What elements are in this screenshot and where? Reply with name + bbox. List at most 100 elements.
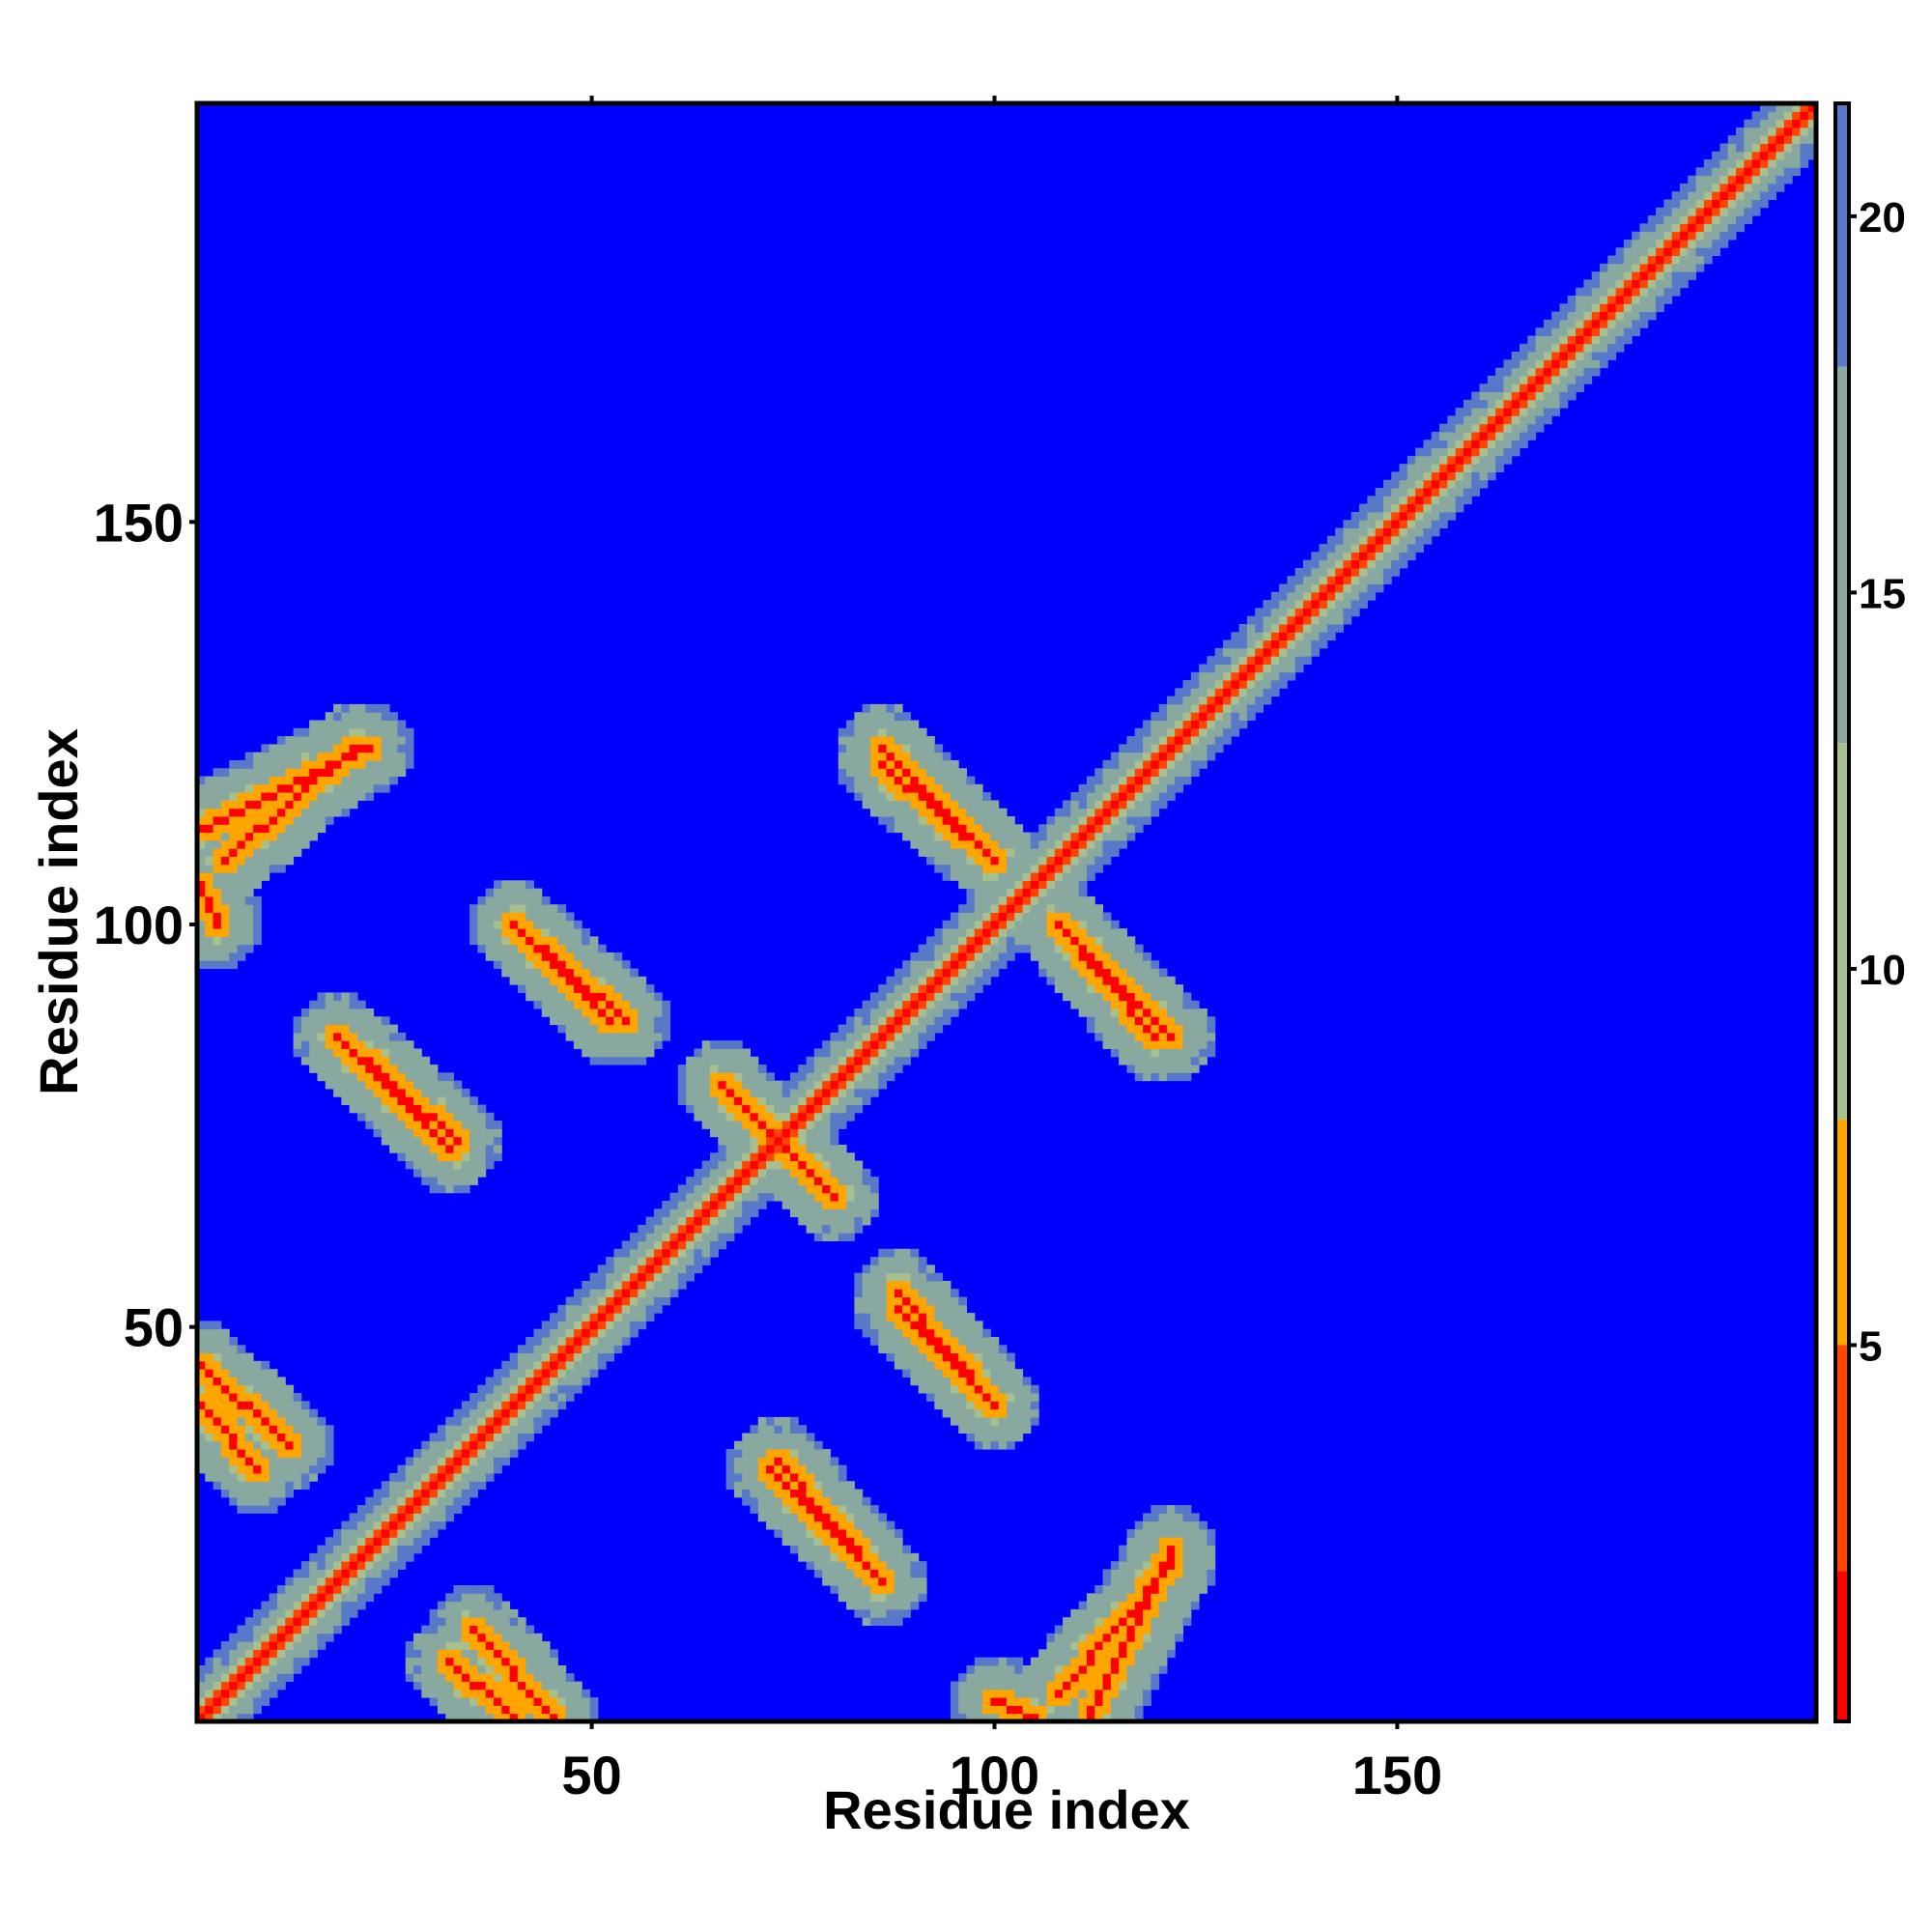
heatmap-cell <box>990 1425 1000 1434</box>
heatmap-cell <box>950 1393 959 1402</box>
heatmap-cell <box>645 1224 655 1234</box>
heatmap-cell <box>830 1224 839 1234</box>
heatmap-cell <box>550 1401 558 1410</box>
heatmap-cell <box>862 1096 871 1106</box>
heatmap-cell <box>869 1296 879 1306</box>
heatmap-cell <box>621 1009 631 1017</box>
heatmap-cell <box>966 1433 976 1442</box>
heatmap-cell <box>998 1360 1008 1370</box>
heatmap-cell <box>557 936 567 946</box>
heatmap-cell <box>1102 792 1112 801</box>
heatmap-cell <box>445 1713 455 1722</box>
heatmap-cell <box>445 1160 455 1170</box>
heatmap-cell <box>493 1369 502 1378</box>
heatmap-cell <box>710 1104 719 1114</box>
heatmap-cell <box>300 1032 310 1041</box>
heatmap-cell <box>606 1336 614 1346</box>
heatmap-cell <box>356 736 366 745</box>
heatmap-cell <box>445 1072 455 1082</box>
heatmap-cell <box>822 1080 831 1090</box>
heatmap-cell <box>405 1065 414 1073</box>
heatmap-cell <box>381 727 390 737</box>
heatmap-cell <box>205 888 214 897</box>
heatmap-cell <box>565 976 575 985</box>
heatmap-cell <box>533 928 543 937</box>
heatmap-cell <box>757 1464 767 1474</box>
heatmap-cell <box>1070 936 1080 946</box>
heatmap-cell <box>526 880 534 890</box>
heatmap-cell <box>1094 848 1104 857</box>
heatmap-cell <box>1014 1369 1024 1378</box>
heatmap-cell <box>869 1009 879 1017</box>
heatmap-cell <box>958 1393 968 1402</box>
heatmap-cell <box>589 1313 599 1321</box>
heatmap-cell <box>333 1080 342 1090</box>
heatmap-cell <box>854 1272 864 1282</box>
heatmap-cell <box>493 920 502 929</box>
heatmap-cell <box>533 1633 543 1642</box>
heatmap-cell <box>1022 1401 1032 1410</box>
heatmap-cell <box>197 816 206 825</box>
heatmap-cell <box>1110 1009 1120 1017</box>
heatmap-cell <box>300 727 310 737</box>
heatmap-cell <box>990 1657 1000 1666</box>
heatmap-cell <box>645 1264 655 1274</box>
heatmap-cell <box>1102 1673 1112 1683</box>
heatmap-cell <box>1070 920 1080 929</box>
heatmap-cell <box>1119 1713 1127 1722</box>
heatmap-cell <box>838 1593 847 1603</box>
heatmap-cell <box>493 912 502 922</box>
heatmap-cell <box>1094 792 1104 801</box>
heatmap-cell <box>982 960 991 970</box>
heatmap-cell <box>781 1489 791 1498</box>
heatmap-cell <box>950 1321 959 1330</box>
heatmap-cell <box>1151 1561 1160 1570</box>
heatmap-cell <box>798 1505 808 1514</box>
heatmap-cell <box>813 1505 823 1514</box>
heatmap-cell <box>846 1096 855 1106</box>
heatmap-cell <box>309 1641 318 1650</box>
heatmap-cell <box>781 1513 791 1522</box>
heatmap-cell <box>526 984 534 993</box>
heatmap-cell <box>317 744 327 753</box>
heatmap-cell <box>341 1528 351 1538</box>
heatmap-cell <box>533 1352 543 1362</box>
heatmap-cell <box>1030 1657 1039 1666</box>
heatmap-cell <box>261 752 270 761</box>
heatmap-cell <box>557 952 567 961</box>
heatmap-cell <box>461 1689 470 1698</box>
heatmap-cell <box>950 848 959 857</box>
heatmap-cell <box>485 912 495 922</box>
heatmap-cell <box>437 1433 446 1442</box>
heatmap-cell <box>1143 808 1151 817</box>
heatmap-cell <box>894 1313 903 1321</box>
heatmap-cell <box>333 1009 342 1017</box>
heatmap-cell <box>244 1649 254 1659</box>
heatmap-cell <box>926 1000 935 1009</box>
heatmap-cell <box>1046 824 1056 834</box>
heatmap-cell <box>453 1601 463 1610</box>
heatmap-cell <box>293 1608 302 1618</box>
heatmap-cell <box>517 976 526 985</box>
heatmap-cell <box>1110 776 1120 785</box>
heatmap-cell <box>902 824 911 834</box>
heatmap-cell <box>918 1384 927 1394</box>
heatmap-cell <box>300 759 310 769</box>
heatmap-cell <box>220 800 230 810</box>
heatmap-cell <box>333 800 342 810</box>
heatmap-cell <box>1094 1681 1104 1690</box>
heatmap-cell <box>934 1328 944 1338</box>
heatmap-cell <box>1110 968 1120 978</box>
heatmap-cell <box>869 720 879 729</box>
heatmap-cell <box>1022 1416 1032 1426</box>
heatmap-cell <box>213 1449 222 1458</box>
heatmap-cell <box>750 1088 759 1097</box>
heatmap-cell <box>869 1505 879 1514</box>
heatmap-cell <box>950 1713 959 1722</box>
heatmap-cell <box>958 1304 968 1314</box>
heatmap-cell <box>725 1104 735 1114</box>
heatmap-cell <box>477 1617 487 1626</box>
heatmap-cell <box>926 1321 935 1330</box>
heatmap-cell <box>582 1032 591 1041</box>
heatmap-cell <box>982 1425 991 1434</box>
